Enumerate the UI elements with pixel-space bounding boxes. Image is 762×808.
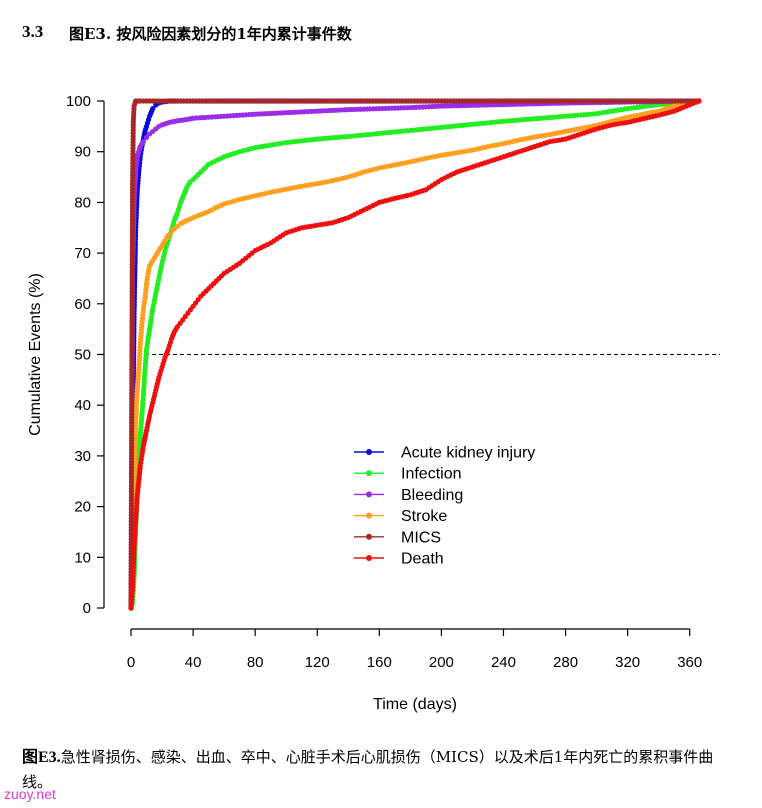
x-tick-label: 360 — [677, 654, 702, 671]
x-tick-label: 240 — [491, 654, 516, 671]
legend-swatch-marker — [366, 491, 372, 498]
y-tick-label: 20 — [74, 499, 91, 516]
legend-label: Infection — [401, 466, 461, 483]
data-point — [150, 106, 156, 112]
legend-swatch-marker — [366, 449, 372, 455]
legend-item-mics: MICS — [354, 529, 441, 546]
data-point — [696, 98, 702, 104]
legend-label: Stroke — [401, 508, 447, 525]
y-tick-label: 30 — [74, 448, 91, 465]
x-tick-label: 120 — [305, 654, 330, 671]
x-tick-label: 320 — [615, 654, 640, 671]
caption-label: 图E3. — [22, 749, 61, 766]
series-death — [128, 98, 702, 611]
y-tick-label: 0 — [83, 600, 91, 617]
section-number: 3.3 — [22, 22, 44, 41]
legend-swatch-marker — [366, 533, 372, 540]
data-point — [165, 232, 171, 238]
chart-legend: Acute kidney injury Infection Bleeding Stro… — [354, 445, 535, 568]
figure-title: 图E3. 按风险因素划分的1年内累计事件数 — [69, 25, 352, 43]
legend-label: MICS — [401, 529, 441, 546]
legend-label: Bleeding — [401, 487, 463, 504]
figure-caption: 图E3.急性肾损伤、感染、出血、卒中、心脏手术后心肌损伤（MICS）以及术后1年… — [22, 745, 722, 795]
legend-item-infection: Infection — [354, 466, 461, 483]
x-tick-label: 0 — [127, 654, 135, 671]
legend-label: Acute kidney injury — [401, 445, 535, 462]
x-tick-label: 160 — [367, 654, 392, 671]
y-tick-label: 70 — [74, 245, 91, 262]
y-tick-label: 40 — [74, 397, 91, 414]
y-tick-label: 80 — [74, 194, 91, 211]
legend-item-acute-kidney-injury: Acute kidney injury — [354, 445, 535, 462]
legend-swatch-marker — [366, 555, 372, 561]
x-axis-label: Time (days) — [373, 696, 457, 713]
y-axis-label: Cumulative Events (%) — [27, 273, 44, 436]
y-tick-label: 10 — [74, 549, 91, 566]
x-tick-label: 280 — [553, 654, 578, 671]
y-tick-label: 50 — [74, 347, 91, 364]
legend-item-death: Death — [354, 551, 444, 568]
data-point — [143, 134, 150, 141]
legend-swatch-marker — [366, 512, 372, 519]
x-tick-label: 200 — [429, 654, 454, 671]
legend-swatch-marker — [366, 470, 372, 477]
chart-axes: 0 10 20 30 40 50 60 70 80 90 100 0 40 80 120 160 200 240 2… — [27, 93, 702, 713]
watermark: zuoy.net — [4, 786, 56, 802]
series-layer — [128, 98, 702, 611]
legend-item-stroke: Stroke — [354, 508, 447, 525]
y-tick-label: 60 — [74, 296, 91, 313]
x-tick-label: 40 — [185, 654, 202, 671]
x-tick-label: 80 — [247, 654, 264, 671]
legend-item-bleeding: Bleeding — [354, 487, 463, 504]
data-point — [140, 138, 147, 145]
y-tick-label: 90 — [74, 144, 91, 161]
legend-label: Death — [401, 551, 444, 568]
cumulative-events-chart: 0 10 20 30 40 50 60 70 80 90 100 0 40 80 120 160 200 240 2… — [27, 93, 720, 713]
y-tick-label: 100 — [66, 93, 91, 110]
series-mics — [128, 98, 702, 611]
caption-text: 急性肾损伤、感染、出血、卒中、心脏手术后心肌损伤（MICS）以及术后1年内死亡的… — [22, 748, 714, 791]
